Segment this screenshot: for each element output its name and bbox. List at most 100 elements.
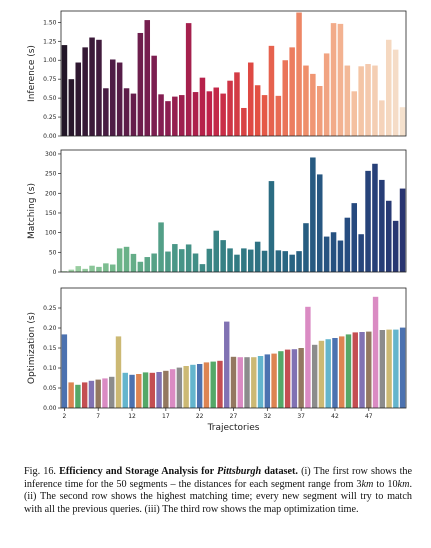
bar-optimization-43 xyxy=(345,334,352,408)
bar-optimization-47 xyxy=(372,296,379,408)
bar-matching-2 xyxy=(68,269,75,272)
bar-matching-18 xyxy=(178,249,185,272)
bar-matching-45 xyxy=(365,170,371,272)
bar-inference-47 xyxy=(379,100,385,136)
bar-matching-46 xyxy=(372,163,378,272)
bar-optimization-28 xyxy=(244,357,250,408)
y-tick-label-optimization-1: 0.05 xyxy=(43,385,57,392)
bar-optimization-49 xyxy=(386,329,392,408)
bar-matching-12 xyxy=(137,261,144,272)
x-tick-label-8: 42 xyxy=(331,413,339,420)
bar-matching-3 xyxy=(75,266,82,272)
y-axis-label-inference: Inference (s) xyxy=(27,45,37,102)
bar-matching-5 xyxy=(89,265,95,272)
bar-inference-1 xyxy=(61,45,68,137)
bar-inference-2 xyxy=(68,79,75,136)
bar-inference-18 xyxy=(178,95,185,136)
y-tick-label-optimization-4: 0.20 xyxy=(43,325,57,332)
y-tick-label-inference-5: 1.25 xyxy=(43,38,57,45)
bar-optimization-8 xyxy=(109,376,115,408)
caption-lead: Fig. 16. xyxy=(24,466,56,477)
bar-optimization-11 xyxy=(129,374,135,408)
y-tick-label-optimization-5: 0.25 xyxy=(43,305,57,312)
bar-optimization-46 xyxy=(366,331,372,408)
inference-panel: 0.00 0.25 0.50 0.75 1.00 1.25 1.50 Inference (s… xyxy=(27,10,407,140)
y-tick-label-optimization-2: 0.10 xyxy=(43,365,57,372)
bar-optimization-35 xyxy=(291,349,298,408)
bar-inference-48 xyxy=(385,39,392,136)
bar-inference-11 xyxy=(130,93,137,136)
y-tick-label-matching-6: 300 xyxy=(45,151,57,158)
caption-title-emph: Pittsburgh xyxy=(217,466,262,477)
caption-text-2: to 10 xyxy=(373,478,398,490)
bar-inference-41 xyxy=(337,23,344,137)
matching-panel: 0 50 100 150 200 250 300 Matching (s) xyxy=(27,149,407,276)
bar-optimization-38 xyxy=(311,344,318,408)
bar-matching-35 xyxy=(296,251,302,272)
bar-matching-31 xyxy=(268,181,275,272)
bar-optimization-19 xyxy=(183,366,189,408)
bar-optimization-26 xyxy=(230,356,237,408)
bar-optimization-41 xyxy=(332,338,338,408)
caption-unit-1: km xyxy=(361,478,374,490)
bar-matching-49 xyxy=(392,220,399,272)
bar-optimization-25 xyxy=(224,321,230,408)
bar-inference-49 xyxy=(392,49,399,136)
bar-optimization-50 xyxy=(393,329,399,408)
figure: 0.00 0.25 0.50 0.75 1.00 1.25 1.50 Inference (s… xyxy=(27,10,407,433)
bar-inference-14 xyxy=(151,55,157,137)
bar-matching-36 xyxy=(303,223,309,272)
plot-frame-matching xyxy=(60,149,407,273)
bar-matching-24 xyxy=(220,240,226,272)
bar-inference-15 xyxy=(158,94,164,136)
bar-matching-38 xyxy=(316,174,323,272)
bar-inference-4 xyxy=(82,47,88,136)
bar-optimization-12 xyxy=(136,374,142,408)
bar-optimization-24 xyxy=(217,360,223,408)
bar-optimization-4 xyxy=(81,382,88,408)
bar-inference-33 xyxy=(282,60,289,136)
bar-inference-40 xyxy=(330,23,337,136)
bar-matching-7 xyxy=(103,263,109,272)
bar-inference-16 xyxy=(165,101,171,136)
bar-inference-34 xyxy=(289,47,295,136)
bar-inference-28 xyxy=(247,62,254,136)
caption-title: Efficiency and Storage Analysis for Pitt… xyxy=(59,466,298,477)
bar-matching-4 xyxy=(82,268,88,272)
x-tick-label-5: 27 xyxy=(230,413,238,420)
bar-matching-34 xyxy=(289,254,295,272)
bar-matching-43 xyxy=(351,203,358,272)
bar-optimization-10 xyxy=(122,372,128,408)
bar-inference-36 xyxy=(303,65,309,136)
bar-matching-25 xyxy=(227,248,233,272)
y-tick-label-optimization-0: 0.00 xyxy=(43,405,57,412)
bar-matching-8 xyxy=(109,264,116,272)
bar-inference-22 xyxy=(206,91,213,136)
y-tick-label-matching-1: 50 xyxy=(49,249,57,256)
bar-optimization-27 xyxy=(237,357,243,408)
bar-inference-32 xyxy=(275,95,282,136)
bar-matching-9 xyxy=(116,248,123,272)
bar-optimization-31 xyxy=(264,354,271,408)
bar-optimization-15 xyxy=(156,372,162,408)
y-tick-label-inference-6: 1.50 xyxy=(43,19,57,26)
bar-optimization-42 xyxy=(339,336,345,408)
bar-matching-11 xyxy=(130,253,137,272)
bar-inference-9 xyxy=(116,62,123,136)
y-tick-label-matching-4: 200 xyxy=(45,190,57,197)
bar-inference-13 xyxy=(144,20,151,137)
y-tick-label-inference-4: 1.00 xyxy=(43,57,57,64)
bar-matching-14 xyxy=(151,253,157,272)
y-tick-label-inference-3: 0.75 xyxy=(43,76,57,83)
bar-inference-43 xyxy=(351,91,358,136)
bar-optimization-33 xyxy=(278,351,284,408)
x-tick-label-2: 12 xyxy=(128,413,136,420)
caption-title-suffix: dataset. xyxy=(261,466,298,477)
x-tick-label-1: 7 xyxy=(96,413,100,420)
bar-optimization-45 xyxy=(359,332,365,408)
bar-optimization-20 xyxy=(190,364,196,408)
bar-inference-20 xyxy=(192,92,199,136)
bar-inference-6 xyxy=(96,39,102,136)
bar-optimization-30 xyxy=(257,356,264,408)
bar-optimization-5 xyxy=(88,380,95,408)
